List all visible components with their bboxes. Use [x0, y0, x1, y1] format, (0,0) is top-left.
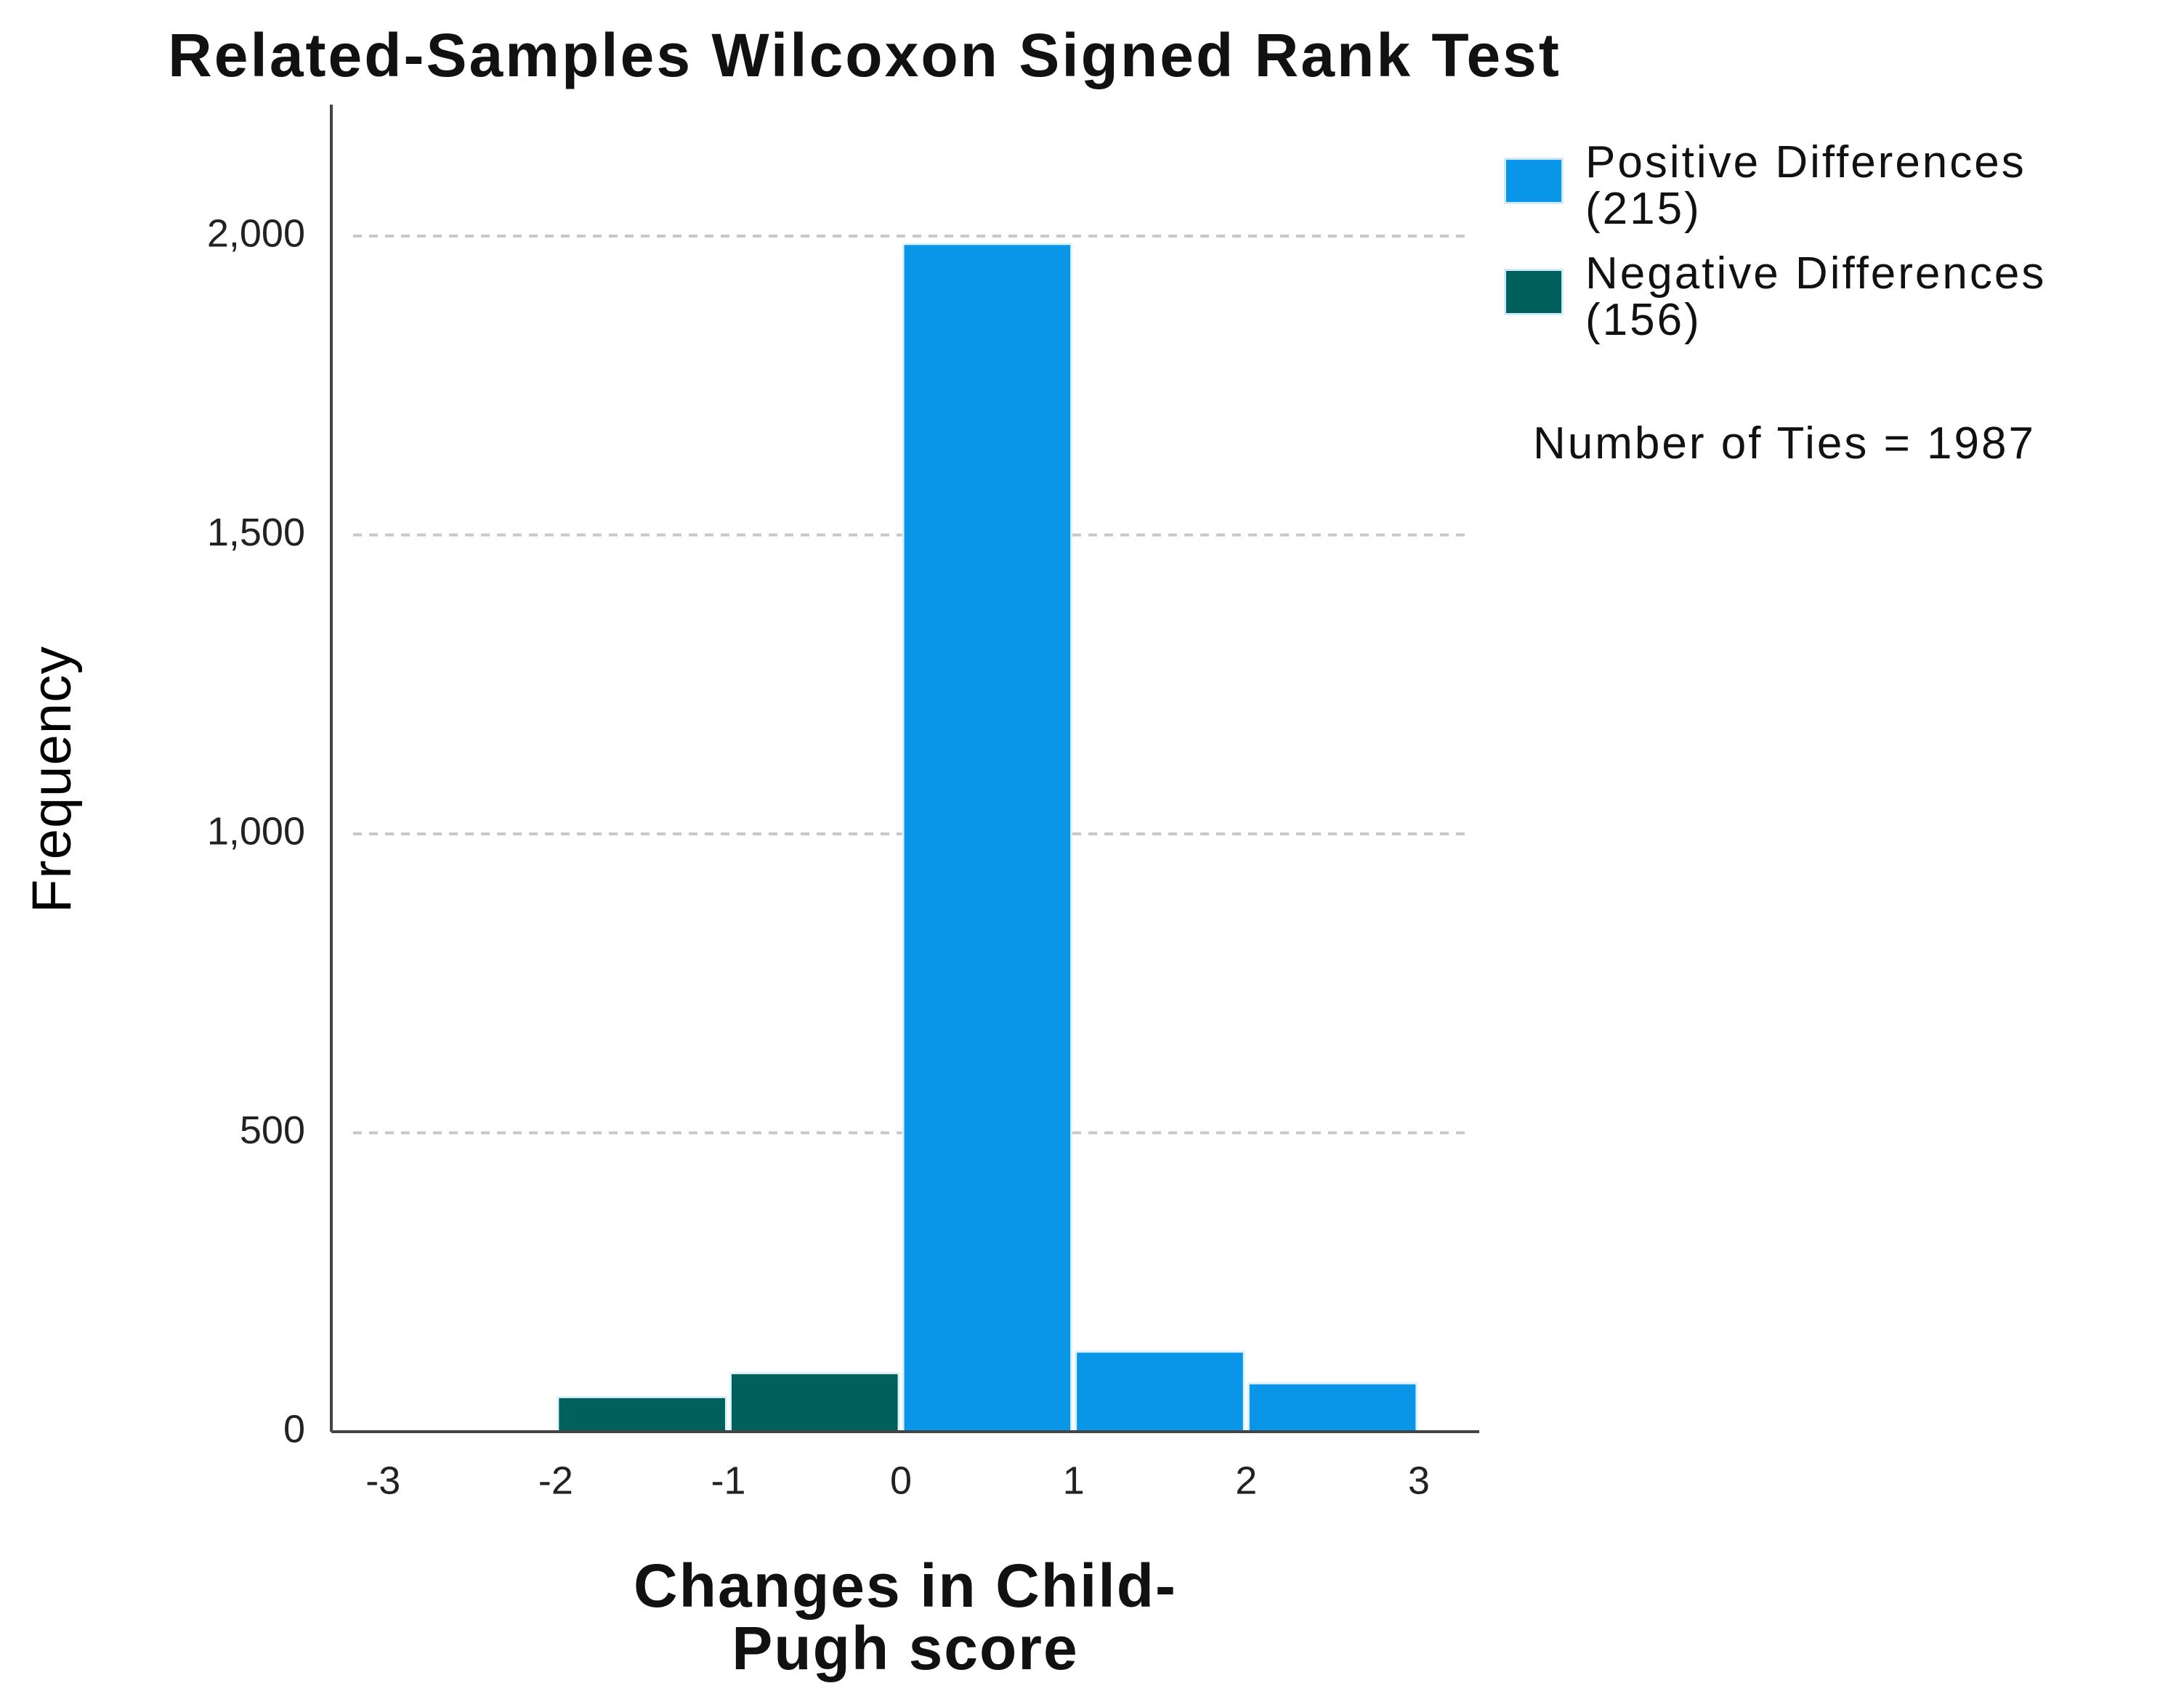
legend-label: Negative Differences (156) — [1585, 248, 2047, 345]
y-tick-label: 500 — [240, 1108, 305, 1152]
x-tick-label: -2 — [538, 1459, 573, 1502]
x-axis-label: Changes in Child-Pugh score — [634, 1552, 1177, 1682]
legend-swatch — [1504, 269, 1564, 315]
bar — [1247, 1382, 1418, 1433]
legend-label: Positive Differences (215) — [1585, 137, 2026, 234]
y-tick-label: 0 — [283, 1407, 305, 1451]
y-tick-label: 2,000 — [207, 211, 305, 255]
chart-title: Related-Samples Wilcoxon Signed Rank Tes… — [168, 21, 1561, 89]
x-tick-label: -1 — [711, 1459, 745, 1502]
y-axis-label: Frequency — [21, 646, 83, 913]
x-tick-label: -3 — [365, 1459, 400, 1502]
y-tick-label: 1,000 — [207, 809, 305, 853]
x-tick-label: 2 — [1235, 1459, 1257, 1502]
legend-swatch — [1504, 158, 1564, 204]
bar — [729, 1371, 900, 1433]
x-tick-label: 0 — [890, 1459, 912, 1502]
annotation: Number of Ties = 1987 — [1533, 418, 2036, 469]
bar — [557, 1395, 727, 1433]
x-tick-label: 3 — [1408, 1459, 1430, 1502]
y-tick-label: 1,500 — [207, 511, 305, 554]
x-tick-label: 1 — [1063, 1459, 1085, 1502]
bar — [1075, 1350, 1245, 1433]
bar — [902, 243, 1073, 1433]
